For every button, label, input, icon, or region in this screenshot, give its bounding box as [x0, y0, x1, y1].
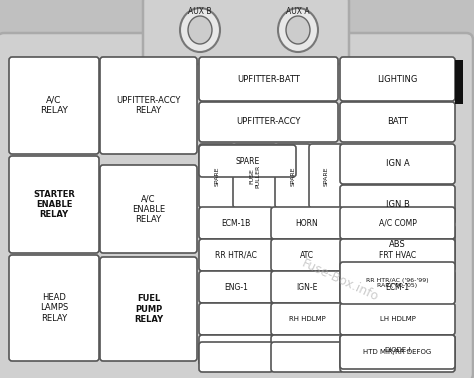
- FancyBboxPatch shape: [340, 185, 455, 224]
- FancyBboxPatch shape: [340, 144, 455, 184]
- Text: HTD MIR/RR DEFOG: HTD MIR/RR DEFOG: [364, 349, 432, 355]
- FancyBboxPatch shape: [199, 335, 273, 365]
- FancyBboxPatch shape: [9, 255, 99, 361]
- Text: IGN B: IGN B: [385, 200, 410, 209]
- Text: ABS: ABS: [389, 240, 406, 249]
- FancyBboxPatch shape: [199, 145, 296, 177]
- Text: FUSE
PULLER: FUSE PULLER: [250, 164, 260, 187]
- Ellipse shape: [188, 16, 212, 44]
- FancyBboxPatch shape: [340, 225, 455, 264]
- Text: HORN: HORN: [296, 218, 319, 228]
- FancyBboxPatch shape: [143, 0, 349, 64]
- FancyBboxPatch shape: [309, 144, 343, 208]
- FancyBboxPatch shape: [199, 102, 338, 142]
- FancyBboxPatch shape: [9, 156, 99, 253]
- Text: LIGHTING: LIGHTING: [377, 74, 418, 84]
- FancyBboxPatch shape: [340, 239, 455, 271]
- FancyBboxPatch shape: [233, 144, 277, 208]
- Ellipse shape: [180, 8, 220, 52]
- Ellipse shape: [278, 8, 318, 52]
- FancyBboxPatch shape: [100, 165, 197, 253]
- FancyBboxPatch shape: [271, 271, 343, 303]
- FancyBboxPatch shape: [340, 207, 455, 239]
- Text: SPARE: SPARE: [236, 156, 260, 166]
- FancyBboxPatch shape: [199, 303, 273, 335]
- Text: ATC: ATC: [300, 251, 314, 260]
- FancyBboxPatch shape: [199, 207, 273, 239]
- FancyBboxPatch shape: [340, 262, 455, 304]
- Text: SPARE: SPARE: [291, 166, 295, 186]
- FancyBboxPatch shape: [271, 207, 343, 239]
- FancyBboxPatch shape: [271, 342, 343, 372]
- FancyBboxPatch shape: [199, 342, 273, 372]
- FancyBboxPatch shape: [199, 271, 273, 303]
- FancyBboxPatch shape: [340, 335, 455, 369]
- FancyBboxPatch shape: [340, 335, 455, 365]
- FancyBboxPatch shape: [199, 239, 273, 271]
- Text: AUX B: AUX B: [188, 7, 212, 16]
- Text: FUEL
PUMP
RELAY: FUEL PUMP RELAY: [134, 294, 163, 324]
- FancyBboxPatch shape: [275, 144, 311, 208]
- Text: UPFITTER-BATT: UPFITTER-BATT: [237, 74, 300, 84]
- Text: ECM-1: ECM-1: [385, 282, 410, 291]
- FancyBboxPatch shape: [9, 57, 99, 154]
- Text: ENG-1: ENG-1: [224, 282, 248, 291]
- Text: SPARE: SPARE: [215, 166, 219, 186]
- Text: IGN-E: IGN-E: [296, 282, 318, 291]
- Bar: [455, 60, 463, 104]
- FancyBboxPatch shape: [199, 144, 235, 208]
- FancyBboxPatch shape: [340, 303, 455, 335]
- FancyBboxPatch shape: [340, 57, 455, 101]
- Text: FRT HVAC: FRT HVAC: [379, 251, 416, 260]
- Text: BATT: BATT: [387, 118, 408, 127]
- Text: UPFITTER-ACCY
RELAY: UPFITTER-ACCY RELAY: [116, 96, 181, 115]
- Text: A/C COMP: A/C COMP: [379, 218, 417, 228]
- FancyBboxPatch shape: [271, 239, 343, 271]
- Ellipse shape: [286, 16, 310, 44]
- Text: Fuse-Box.info: Fuse-Box.info: [300, 257, 381, 304]
- Text: LH HDLMP: LH HDLMP: [380, 316, 415, 322]
- Text: A/C
RELAY: A/C RELAY: [40, 96, 68, 115]
- FancyBboxPatch shape: [100, 257, 197, 361]
- Text: UPFITTER-ACCY: UPFITTER-ACCY: [237, 118, 301, 127]
- Text: AUX A: AUX A: [286, 7, 310, 16]
- FancyBboxPatch shape: [340, 271, 455, 303]
- FancyBboxPatch shape: [100, 57, 197, 154]
- Text: ECM-1B: ECM-1B: [221, 218, 251, 228]
- FancyBboxPatch shape: [340, 342, 455, 372]
- FancyBboxPatch shape: [0, 33, 473, 378]
- FancyBboxPatch shape: [340, 102, 455, 142]
- Text: RR HTR/AC ('96-'99)
RAP ('00-'05): RR HTR/AC ('96-'99) RAP ('00-'05): [366, 277, 429, 288]
- Text: RR HTR/AC: RR HTR/AC: [215, 251, 257, 260]
- Text: SPARE: SPARE: [323, 166, 328, 186]
- Text: A/C
ENABLE
RELAY: A/C ENABLE RELAY: [132, 194, 165, 224]
- FancyBboxPatch shape: [199, 57, 338, 101]
- Text: HEAD
LAMPS
RELAY: HEAD LAMPS RELAY: [40, 293, 68, 323]
- FancyBboxPatch shape: [271, 335, 343, 365]
- Text: IGN A: IGN A: [386, 160, 410, 169]
- Text: STARTER
ENABLE
RELAY: STARTER ENABLE RELAY: [33, 190, 75, 219]
- Text: DIODE-I: DIODE-I: [384, 347, 411, 353]
- FancyBboxPatch shape: [271, 303, 343, 335]
- Text: RH HDLMP: RH HDLMP: [289, 316, 325, 322]
